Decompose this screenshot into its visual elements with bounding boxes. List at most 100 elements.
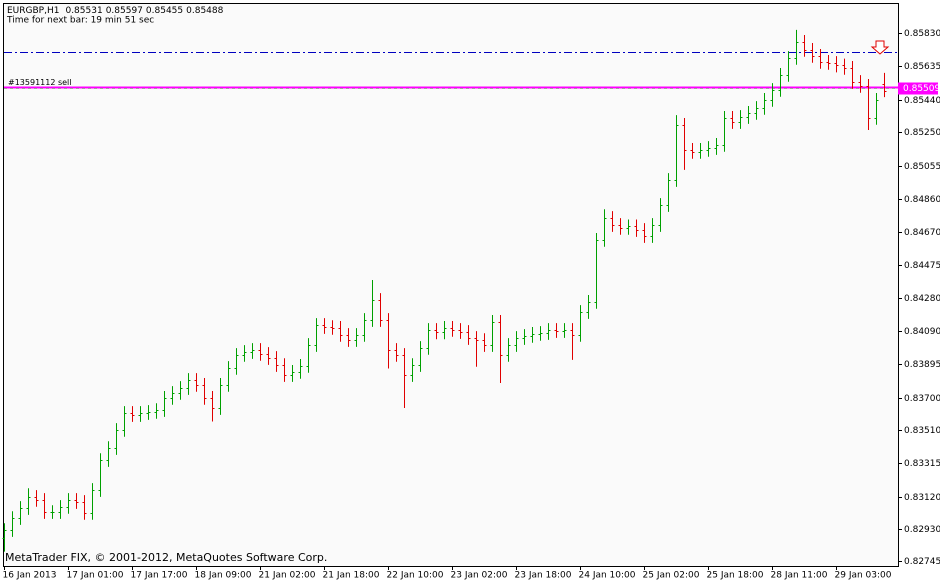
last-open: 0.85531 [65,6,102,16]
price-bar [122,406,127,437]
price-bar [378,293,383,327]
price-bar [66,493,71,514]
y-tick-label: 0.84860 [904,195,940,205]
price-bar [722,111,727,152]
price-bar [554,323,559,338]
price-bar [2,523,7,552]
x-tick-label: 23 Jan 18:00 [515,571,572,581]
price-bar [386,313,391,369]
price-bar [690,143,695,159]
price-bar [114,423,119,455]
price-bar [418,341,423,372]
price-bar [346,328,351,347]
price-bar [866,79,871,131]
price-bar [778,68,783,97]
x-tick-label: 21 Jan 18:00 [323,571,380,581]
y-tick-label: 0.82930 [904,525,940,535]
price-bar [162,391,167,417]
x-tick-label: 25 Jan 18:00 [707,571,764,581]
y-tick-label: 0.83895 [904,360,940,370]
price-bar [658,198,663,232]
price-bar [842,58,847,75]
price-bar [882,72,887,98]
price-bar [546,323,551,340]
price-bar [170,386,175,405]
price-bar [610,211,615,232]
price-bar [514,331,519,352]
price-bar [578,305,583,342]
price-bar [482,333,487,352]
symbol: EURGBP,H1 [7,6,59,16]
y-tick-label: 0.85635 [904,62,940,72]
price-bar [466,325,471,345]
price-bar [698,143,703,159]
x-tick-label: 17 Jan 01:00 [67,571,124,581]
price-bar [106,441,111,467]
bid-label-box [898,82,938,95]
price-bar [634,219,639,237]
price-bar [274,351,279,372]
x-tick-label: 18 Jan 09:00 [195,571,252,581]
y-tick-label: 0.84475 [904,261,940,271]
x-tick-label: 17 Jan 17:00 [131,571,188,581]
y-tick-label: 0.83510 [904,426,940,436]
y-tick-label: 0.84280 [904,294,940,304]
price-bar [370,279,375,327]
price-bar [194,373,199,392]
x-tick-label: 22 Jan 10:00 [387,571,444,581]
price-bar [746,106,751,124]
price-bar [34,490,39,507]
price-bar [202,378,207,405]
y-tick-label: 0.85250 [904,128,940,138]
price-bar [458,323,463,339]
x-tick-label: 23 Jan 02:00 [451,571,508,581]
price-bar [602,209,607,247]
x-tick-label: 16 Jan 2013 [3,571,57,581]
price-bar [138,406,143,422]
price-bar [330,320,335,335]
price-bar [98,453,103,497]
price-bar [282,358,287,382]
plot-area [3,3,899,567]
last-close: 0.85488 [186,6,223,16]
price-bar [26,488,31,515]
price-bar [730,111,735,129]
price-bar [626,219,631,235]
bar-timer: Time for next bar: 19 min 51 sec [6,16,154,26]
price-bar [130,406,135,422]
price-bar [226,361,231,392]
price-bar [530,327,535,343]
price-bar [250,343,255,359]
price-bar [402,348,407,409]
price-bar [74,493,79,509]
price-bar [754,101,759,120]
price-bar [682,118,687,170]
price-bar [178,381,183,400]
price-bar [266,347,271,365]
price-bar [762,93,767,115]
x-tick-label: 25 Jan 02:00 [643,571,700,581]
price-bar [450,321,455,337]
price-bar [770,83,775,107]
price-bar [362,313,367,342]
price-bar [234,348,239,375]
price-bar [810,43,815,63]
bars-layer [2,29,887,552]
price-bar [594,233,599,309]
x-tick-label: 24 Jan 10:00 [579,571,636,581]
last-low: 0.85455 [146,6,183,16]
price-bar [538,326,543,341]
price-bar [706,141,711,157]
price-bar [258,343,263,361]
order-label: #13591112 sell [8,78,72,87]
bid-label: 0.85509 [903,84,940,94]
price-bar [50,505,55,519]
price-bar [442,321,447,340]
price-bar [474,331,479,367]
price-bar [858,75,863,93]
price-bar [522,329,527,345]
price-bar [242,345,247,362]
price-bar [218,378,223,415]
price-bar [642,223,647,243]
price-bar [90,483,95,520]
